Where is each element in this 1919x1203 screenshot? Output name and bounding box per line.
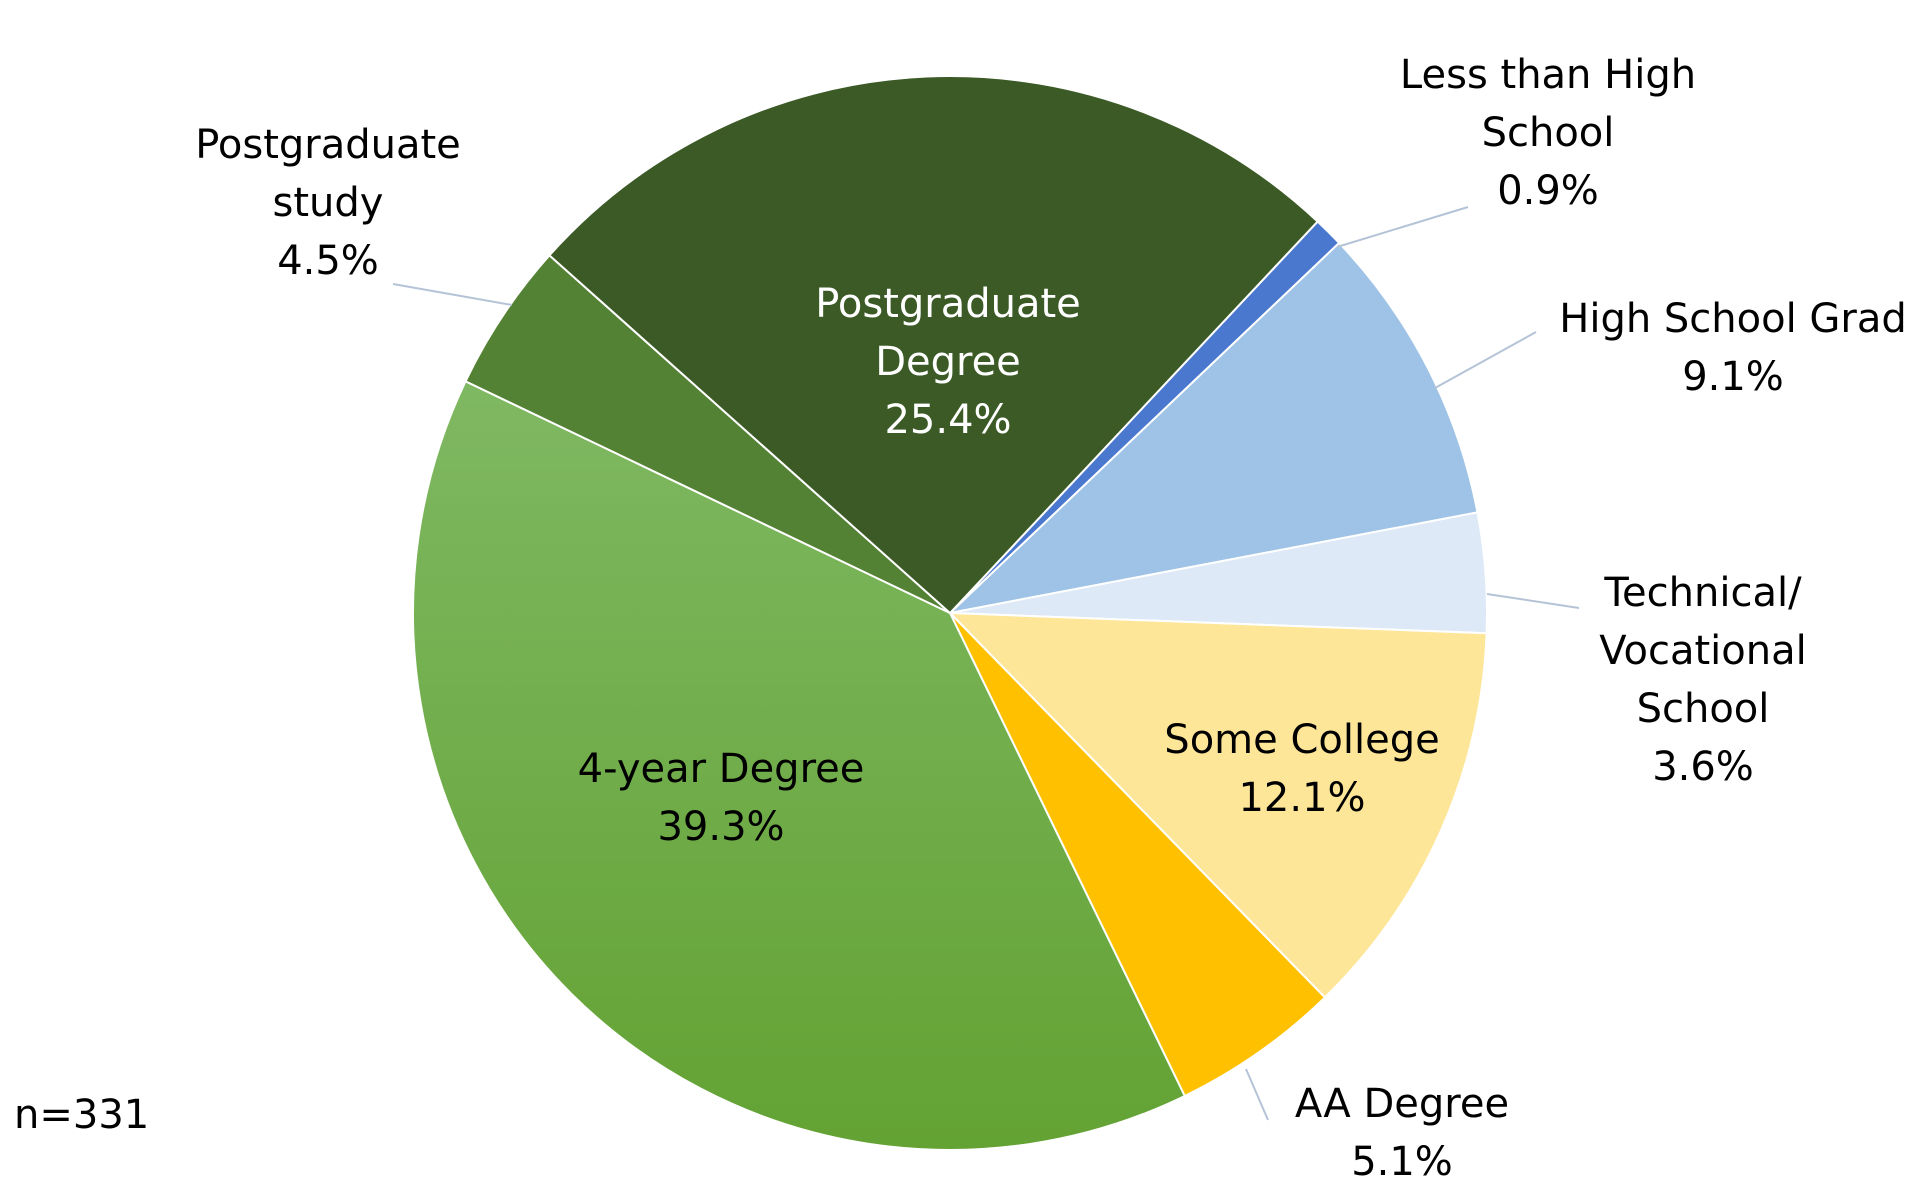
slice-some-college	[947, 611, 1488, 999]
slice-value-label: 5.1%	[1351, 1139, 1453, 1185]
slice-high-school-grad	[946, 241, 1479, 615]
slice-label-technical-vocational-school: Technical/Vocational School 3.6%	[1599, 570, 1806, 790]
slice-category-label: Vocational	[1599, 628, 1806, 674]
slice-category-label: School	[1482, 110, 1615, 156]
slice-category-label: High School Grad	[1559, 296, 1907, 342]
slice-value-label: 12.1%	[1238, 775, 1365, 821]
slice-category-label: Some College	[1164, 717, 1439, 763]
slice-label-less-than-high-school: Less than High School 0.9%	[1400, 52, 1696, 214]
slice-label-high-school-grad: High School Grad 9.1%	[1559, 296, 1907, 400]
slice-category-label: School	[1637, 686, 1770, 732]
slice-value-label: 0.9%	[1497, 168, 1599, 214]
slice-value-label: 3.6%	[1652, 744, 1754, 790]
slice-category-label: Postgraduate	[815, 281, 1081, 327]
slice-labels: Less than High School 0.9% High School Grad…	[195, 52, 1907, 1185]
sample-size-note: n=331	[14, 1092, 150, 1138]
slice-label-4-year-degree: 4-year Degree 39.3%	[578, 746, 865, 850]
slice-value-label: 4.5%	[277, 238, 379, 284]
slice-label-some-college: Some College 12.1%	[1164, 717, 1439, 821]
slice-category-label: study	[273, 180, 384, 226]
leader-line-postgraduate-study	[392, 283, 513, 306]
slice-postgraduate-degree	[548, 75, 1320, 615]
pie-slices	[412, 75, 1488, 1151]
slice-value-label: 25.4%	[884, 397, 1011, 443]
slice-label-postgraduate-degree: Postgraduate Degree 25.4%	[815, 281, 1081, 443]
slice-label-aa-degree: AA Degree 5.1%	[1295, 1081, 1509, 1185]
leader-line-less-than-high-school	[1336, 206, 1469, 248]
slice-value-label: 9.1%	[1682, 354, 1784, 400]
slice-category-label: Less than High	[1400, 52, 1696, 98]
leader-line-technical-vocational-school	[1486, 593, 1580, 609]
slice-category-label: AA Degree	[1295, 1081, 1509, 1127]
slice-label-postgraduate-study: Postgraduate study 4.5%	[195, 122, 461, 284]
leader-line-high-school-grad	[1434, 331, 1537, 389]
leader-line-aa-degree	[1245, 1068, 1269, 1121]
slice-4-year-degree	[412, 379, 1187, 1151]
slice-category-label: Degree	[875, 339, 1021, 385]
slice-category-label: Technical/	[1603, 570, 1802, 616]
slice-value-label: 39.3%	[657, 804, 784, 850]
slice-category-label: Postgraduate	[195, 122, 461, 168]
slice-aa-degree	[949, 612, 1327, 1098]
slice-category-label: 4-year Degree	[578, 746, 865, 792]
leader-lines	[392, 206, 1580, 1121]
